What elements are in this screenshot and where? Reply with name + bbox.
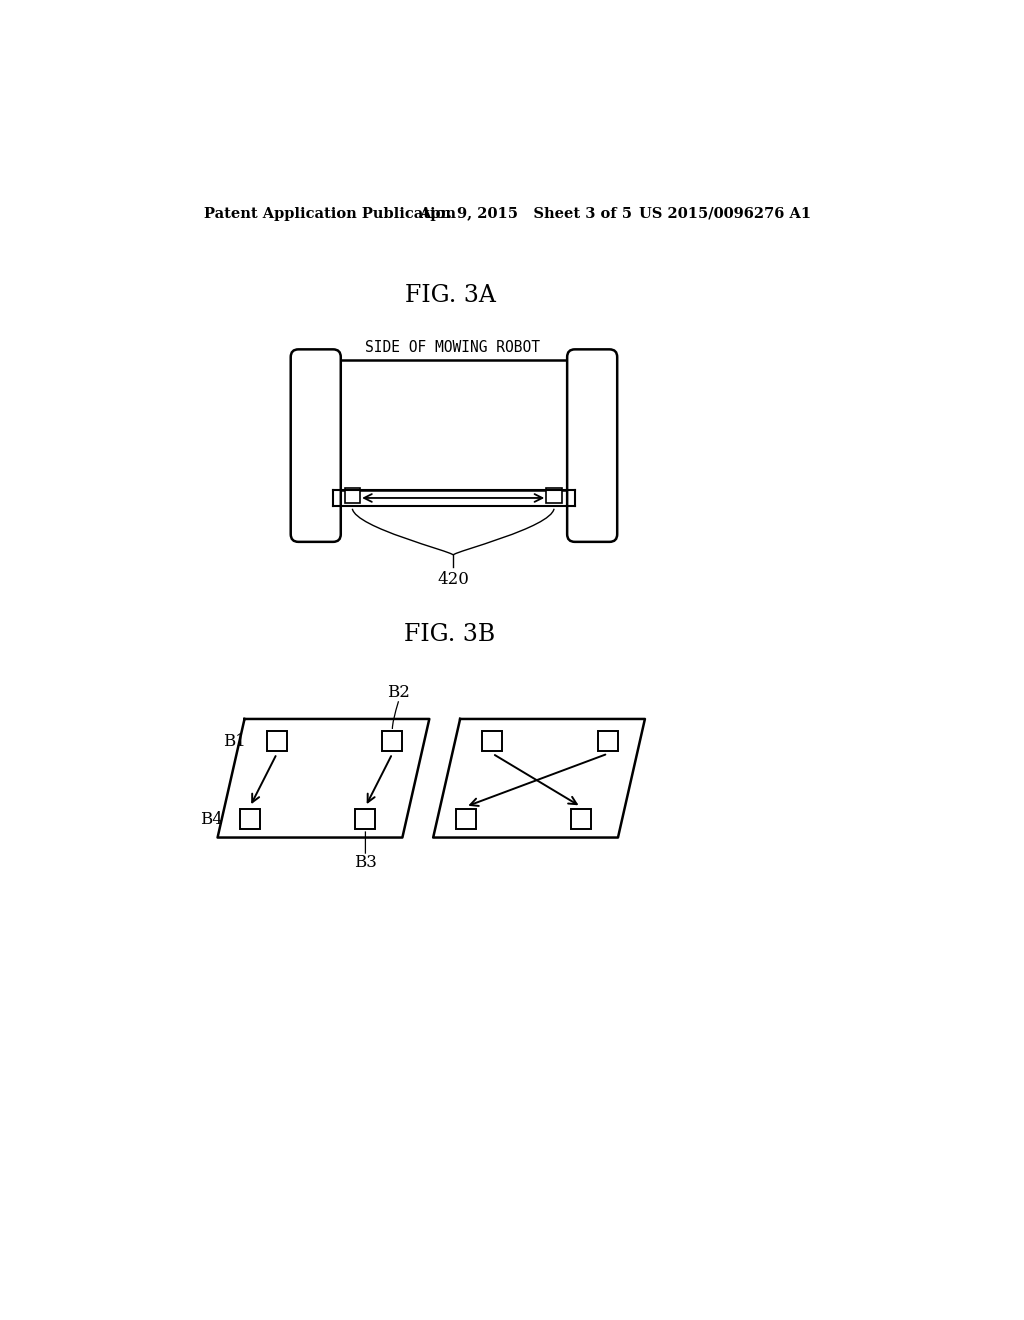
FancyBboxPatch shape: [291, 350, 341, 543]
Text: B4: B4: [200, 810, 223, 828]
Bar: [355, 809, 376, 829]
FancyBboxPatch shape: [333, 360, 574, 490]
Text: B2: B2: [387, 684, 410, 701]
Text: B3: B3: [354, 854, 377, 871]
Text: Apr. 9, 2015   Sheet 3 of 5: Apr. 9, 2015 Sheet 3 of 5: [419, 207, 632, 220]
Text: 420: 420: [437, 572, 469, 589]
Text: Patent Application Publication: Patent Application Publication: [204, 207, 456, 220]
Bar: [345, 488, 360, 503]
Text: US 2015/0096276 A1: US 2015/0096276 A1: [639, 207, 811, 220]
FancyBboxPatch shape: [567, 350, 617, 543]
Bar: [456, 809, 475, 829]
Bar: [482, 731, 503, 751]
Text: B1: B1: [223, 733, 246, 750]
Bar: [571, 809, 591, 829]
Bar: [598, 731, 617, 751]
Bar: [382, 731, 402, 751]
Text: FIG. 3A: FIG. 3A: [404, 284, 496, 308]
Text: SIDE OF MOWING ROBOT: SIDE OF MOWING ROBOT: [365, 339, 540, 355]
Bar: [547, 488, 562, 503]
Bar: [240, 809, 260, 829]
Bar: [267, 731, 287, 751]
Text: FIG. 3B: FIG. 3B: [404, 623, 496, 645]
